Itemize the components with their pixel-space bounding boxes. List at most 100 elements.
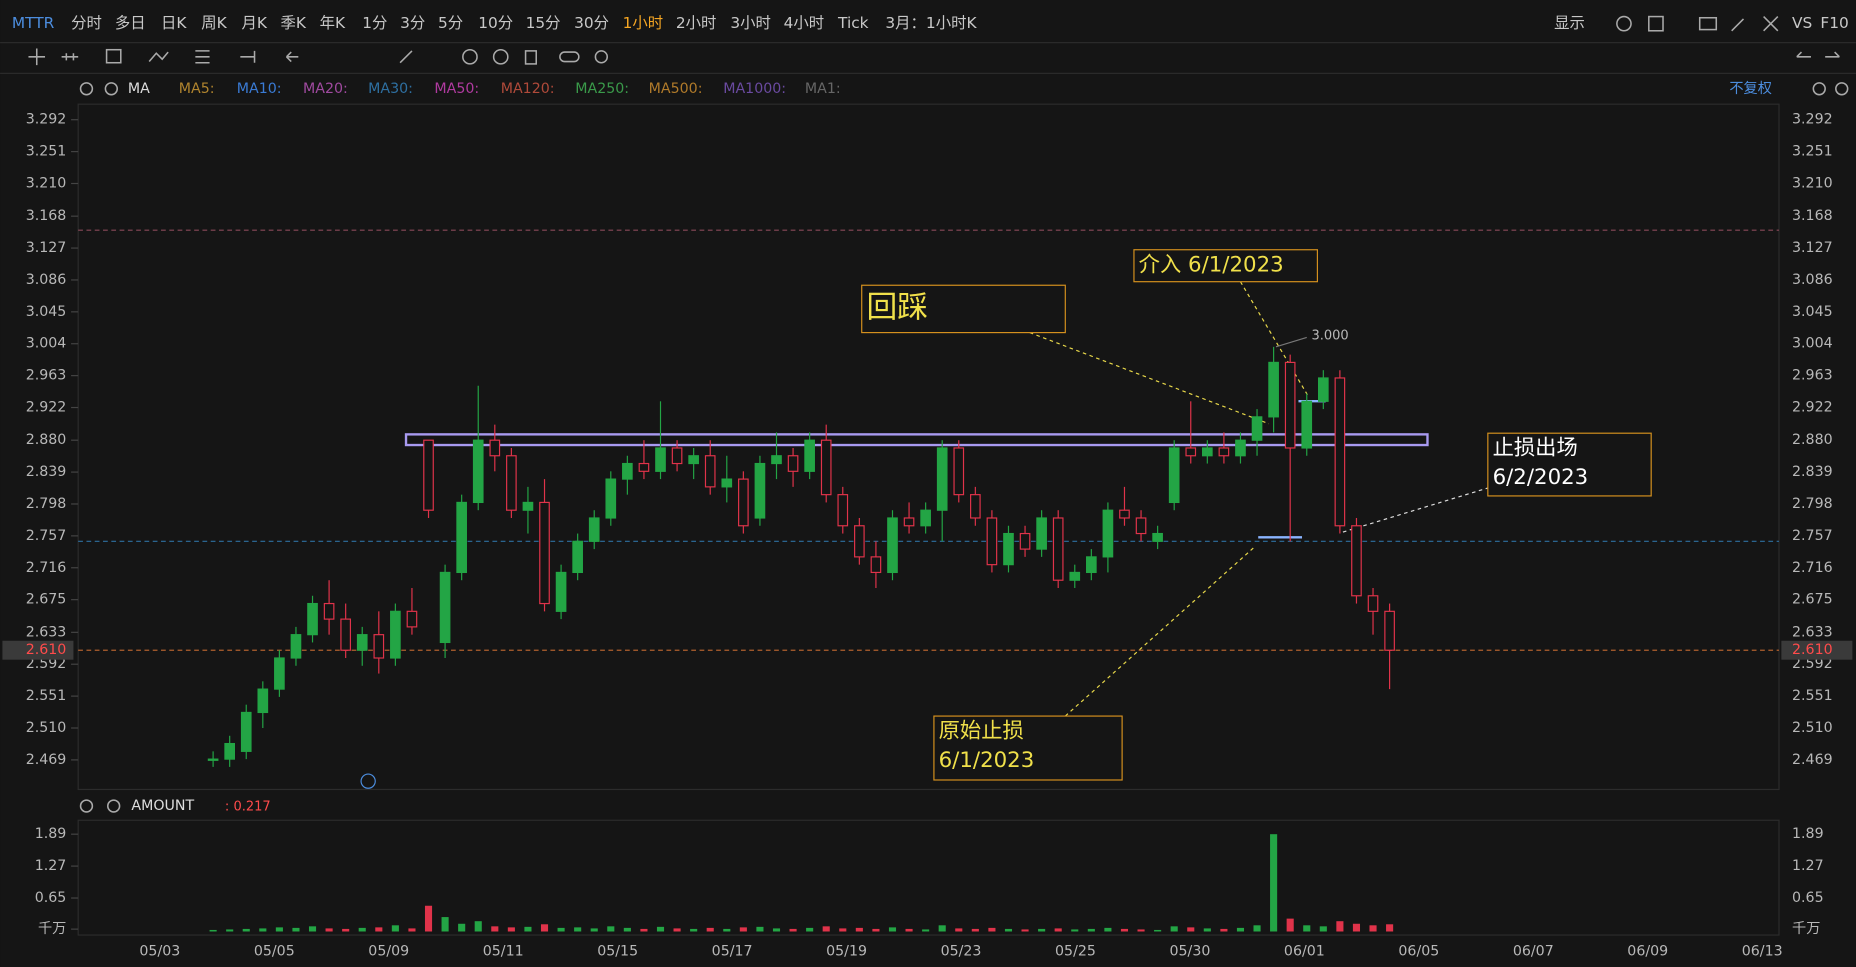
ma-item: MA50: bbox=[434, 81, 479, 97]
pane-close[interactable] bbox=[104, 82, 119, 96]
period-menu[interactable]: 3月：1小时K bbox=[885, 14, 977, 32]
period-tab[interactable]: 周K bbox=[201, 14, 227, 32]
edit-icon[interactable] bbox=[1731, 18, 1745, 32]
volume-tick-label-right: 0.65 bbox=[1792, 890, 1824, 906]
wave-tool[interactable] bbox=[148, 51, 169, 63]
x-tick-label: 05/03 bbox=[139, 944, 180, 960]
candle-body bbox=[1069, 571, 1081, 581]
ma-label[interactable]: MA bbox=[128, 81, 150, 97]
volume-bar bbox=[540, 924, 549, 932]
ma-item: MA250: bbox=[575, 81, 629, 97]
candle-body bbox=[1268, 361, 1279, 418]
drawing-tools[interactable] bbox=[28, 15, 1849, 813]
candle-body bbox=[390, 610, 401, 659]
candle-body bbox=[655, 447, 666, 472]
period-tab[interactable]: 年K bbox=[320, 14, 346, 32]
y-tick-label: 2.798 bbox=[26, 496, 67, 512]
x-tick-label: 05/09 bbox=[368, 944, 409, 960]
event-icon[interactable] bbox=[360, 773, 376, 789]
pane-settings[interactable] bbox=[79, 82, 94, 96]
period-tab[interactable]: 10分 bbox=[478, 14, 513, 32]
link-tool[interactable] bbox=[559, 51, 580, 63]
candle-body bbox=[1086, 556, 1097, 574]
volume-bar bbox=[458, 923, 466, 932]
ma-item: MA500: bbox=[649, 81, 703, 97]
annotation-box bbox=[1133, 249, 1318, 283]
period-tab[interactable]: 30分 bbox=[574, 14, 609, 32]
pane-close[interactable] bbox=[106, 799, 121, 813]
y-tick-label-right: 3.292 bbox=[1792, 112, 1833, 128]
toolbar-button[interactable]: 显示 bbox=[1554, 14, 1585, 32]
symbol[interactable]: MTTR bbox=[12, 14, 55, 32]
measure-tool[interactable] bbox=[240, 50, 256, 63]
annotation-text: 介入 6/1/2023 bbox=[1139, 253, 1284, 278]
volume-tick-label: 1.89 bbox=[35, 826, 67, 842]
period-tab[interactable]: 15分 bbox=[526, 14, 561, 32]
volume-bar bbox=[1120, 928, 1129, 932]
period-tab[interactable]: 3分 bbox=[400, 14, 425, 32]
volume-bar bbox=[358, 927, 366, 932]
pane-settings[interactable] bbox=[79, 799, 94, 813]
volume-title[interactable]: AMOUNT bbox=[131, 798, 194, 814]
volume-bar bbox=[524, 926, 532, 932]
y-tick-label: 2.839 bbox=[26, 464, 67, 480]
y-tick-label-right: 3.168 bbox=[1792, 208, 1833, 224]
period-tab[interactable]: 多日 bbox=[115, 14, 146, 32]
y-tick-label-right: 2.839 bbox=[1792, 464, 1833, 480]
candle-body bbox=[622, 462, 633, 480]
window-icon[interactable] bbox=[1648, 15, 1664, 32]
period-tab[interactable]: 4小时 bbox=[784, 14, 825, 32]
candle-body bbox=[1003, 532, 1014, 566]
arrow-tool[interactable] bbox=[285, 51, 299, 63]
volume-bar bbox=[1187, 927, 1195, 932]
period-tab[interactable]: 5分 bbox=[438, 14, 463, 32]
candle-body bbox=[771, 455, 782, 465]
camera-icon[interactable] bbox=[1698, 16, 1718, 31]
period-tab[interactable]: 日K bbox=[161, 14, 187, 32]
period-tab[interactable]: Tick bbox=[837, 14, 869, 32]
volume-bar bbox=[789, 928, 797, 932]
candle-body bbox=[837, 494, 849, 527]
period-tab[interactable]: 3小时 bbox=[730, 14, 771, 32]
period-tab[interactable]: 2小时 bbox=[676, 14, 717, 32]
candle-body bbox=[1218, 447, 1230, 457]
candle-body bbox=[820, 439, 832, 496]
fullscreen-icon[interactable] bbox=[1763, 16, 1779, 32]
candle-body bbox=[340, 618, 351, 651]
hide-tool[interactable] bbox=[492, 48, 509, 65]
leader-lines bbox=[1029, 281, 1490, 717]
x-tick-label: 05/25 bbox=[1055, 944, 1096, 960]
list-tool[interactable] bbox=[195, 50, 210, 64]
pen-tool[interactable] bbox=[399, 50, 413, 64]
y-tick-label: 3.292 bbox=[26, 112, 67, 128]
settings-tool[interactable] bbox=[594, 50, 609, 64]
delete-tool[interactable] bbox=[524, 50, 537, 65]
redo-icon[interactable] bbox=[1825, 51, 1840, 58]
candle-body bbox=[274, 657, 285, 690]
candle-body bbox=[1102, 509, 1114, 558]
move-tool[interactable] bbox=[28, 48, 46, 66]
undo-icon[interactable] bbox=[1796, 51, 1811, 58]
volume-bar bbox=[872, 928, 880, 932]
period-tab[interactable]: 1小时 bbox=[623, 14, 664, 32]
volume-bar bbox=[723, 928, 731, 932]
period-tab[interactable]: 1分 bbox=[362, 14, 387, 32]
line-tool[interactable] bbox=[61, 53, 79, 61]
settings-icon[interactable] bbox=[1616, 15, 1632, 32]
period-tab[interactable]: 季K bbox=[281, 14, 307, 32]
ma-item: MA30: bbox=[368, 81, 413, 97]
period-tab[interactable]: 分时 bbox=[71, 14, 102, 32]
eye-tool[interactable] bbox=[462, 48, 478, 65]
toolbar-button[interactable]: F10 bbox=[1820, 14, 1848, 32]
zoom-in[interactable] bbox=[1835, 82, 1849, 96]
annotation-text: 原始止损 bbox=[939, 718, 1024, 743]
period-tab[interactable]: 月K bbox=[242, 14, 268, 32]
zoom-out[interactable] bbox=[1812, 82, 1826, 96]
annotation-box bbox=[861, 284, 1066, 334]
candle-body bbox=[887, 517, 898, 574]
rect-tool[interactable] bbox=[105, 48, 122, 64]
y-tick-label-right: 3.210 bbox=[1792, 175, 1833, 191]
adjust-button[interactable]: 不复权 bbox=[1729, 80, 1772, 97]
volume-bar bbox=[756, 926, 764, 932]
toolbar-button[interactable]: VS bbox=[1792, 14, 1812, 32]
